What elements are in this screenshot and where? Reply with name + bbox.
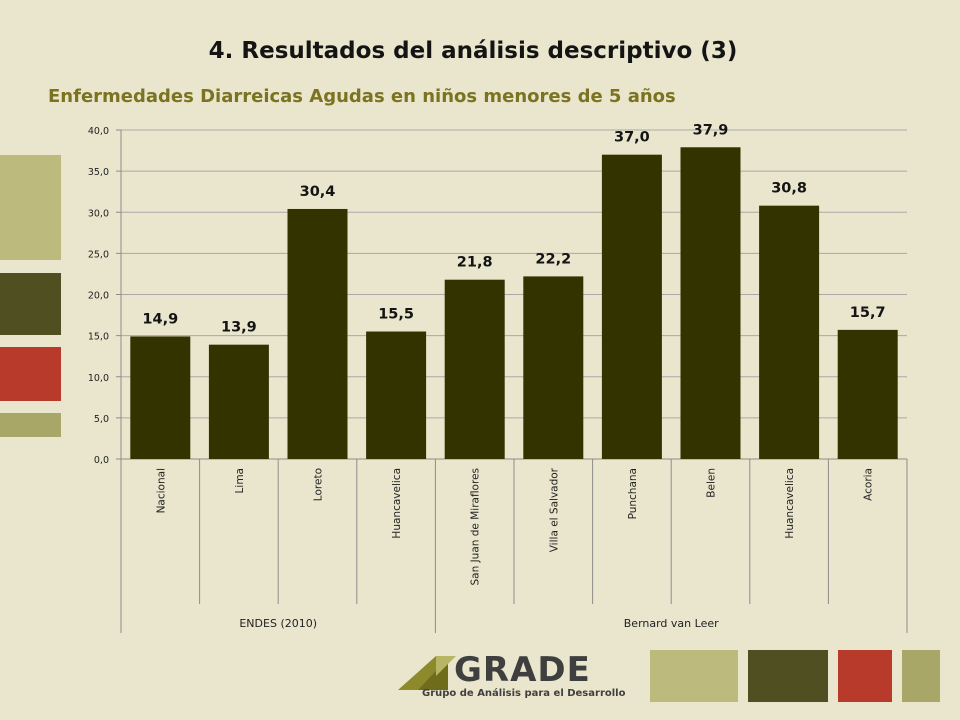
bar xyxy=(130,336,191,459)
bar xyxy=(444,279,505,459)
bar xyxy=(759,205,820,459)
bar-value-label: 30,4 xyxy=(300,184,336,200)
bar-value-label: 14,9 xyxy=(142,311,178,327)
slide-title: 4. Resultados del análisis descriptivo (… xyxy=(208,38,738,64)
group-label: ENDES (2010) xyxy=(239,617,317,630)
y-tick-label: 5,0 xyxy=(94,414,109,425)
bar-value-label: 13,9 xyxy=(221,320,257,336)
x-tick-label: Acoria xyxy=(863,468,875,501)
y-tick-label: 25,0 xyxy=(88,249,109,260)
bar-value-label: 30,8 xyxy=(771,181,807,197)
bar xyxy=(680,147,741,459)
y-tick-label: 30,0 xyxy=(88,208,109,219)
bar-value-label: 15,7 xyxy=(850,305,886,321)
y-tick-label: 10,0 xyxy=(88,373,109,384)
x-tick-label: Nacional xyxy=(155,468,167,513)
bar xyxy=(601,154,662,460)
bottom-red-block xyxy=(838,650,892,702)
chart-title: Enfermedades Diarreicas Agudas en niños … xyxy=(48,86,676,107)
bar-value-label: 37,9 xyxy=(693,122,729,138)
x-tick-label: Huancavelica xyxy=(391,468,403,539)
bar xyxy=(208,344,269,459)
x-tick-label: Huancavelica xyxy=(784,468,796,539)
x-tick-label: Villa el Salvador xyxy=(548,467,560,552)
left-olive-block xyxy=(0,155,61,260)
x-tick-label: Belen xyxy=(706,468,718,498)
bar-value-label: 15,5 xyxy=(378,307,414,323)
left-dark-block xyxy=(0,273,61,335)
bar-value-label: 37,0 xyxy=(614,130,650,146)
bar xyxy=(287,208,348,459)
grade-logo-triangle-icon xyxy=(398,656,456,690)
logo-tagline: Grupo de Análisis para el Desarrollo xyxy=(422,688,626,699)
x-tick-label: Lima xyxy=(234,468,246,493)
bar xyxy=(837,329,898,459)
left-light-block xyxy=(0,413,61,437)
bar xyxy=(366,331,427,459)
y-tick-label: 35,0 xyxy=(88,167,109,178)
x-tick-label: Punchana xyxy=(627,468,639,519)
y-tick-label: 0,0 xyxy=(94,455,109,466)
bar-value-label: 21,8 xyxy=(457,255,493,271)
y-tick-label: 20,0 xyxy=(88,291,109,302)
bottom-olive-block xyxy=(650,650,738,702)
bottom-light-block xyxy=(902,650,940,702)
bar xyxy=(523,276,584,459)
bottom-dark-block xyxy=(748,650,828,702)
left-red-block xyxy=(0,347,61,401)
y-tick-label: 40,0 xyxy=(88,126,109,137)
bar-value-label: 22,2 xyxy=(535,251,571,267)
x-tick-label: San Juan de Miraflores xyxy=(470,468,482,586)
grade-logo: GRADE Grupo de Análisis para el Desarrol… xyxy=(396,650,625,706)
group-label: Bernard van Leer xyxy=(624,617,719,630)
logo-wordmark: GRADE xyxy=(454,650,591,690)
x-tick-label: Loreto xyxy=(313,468,325,501)
y-tick-label: 15,0 xyxy=(88,332,109,343)
